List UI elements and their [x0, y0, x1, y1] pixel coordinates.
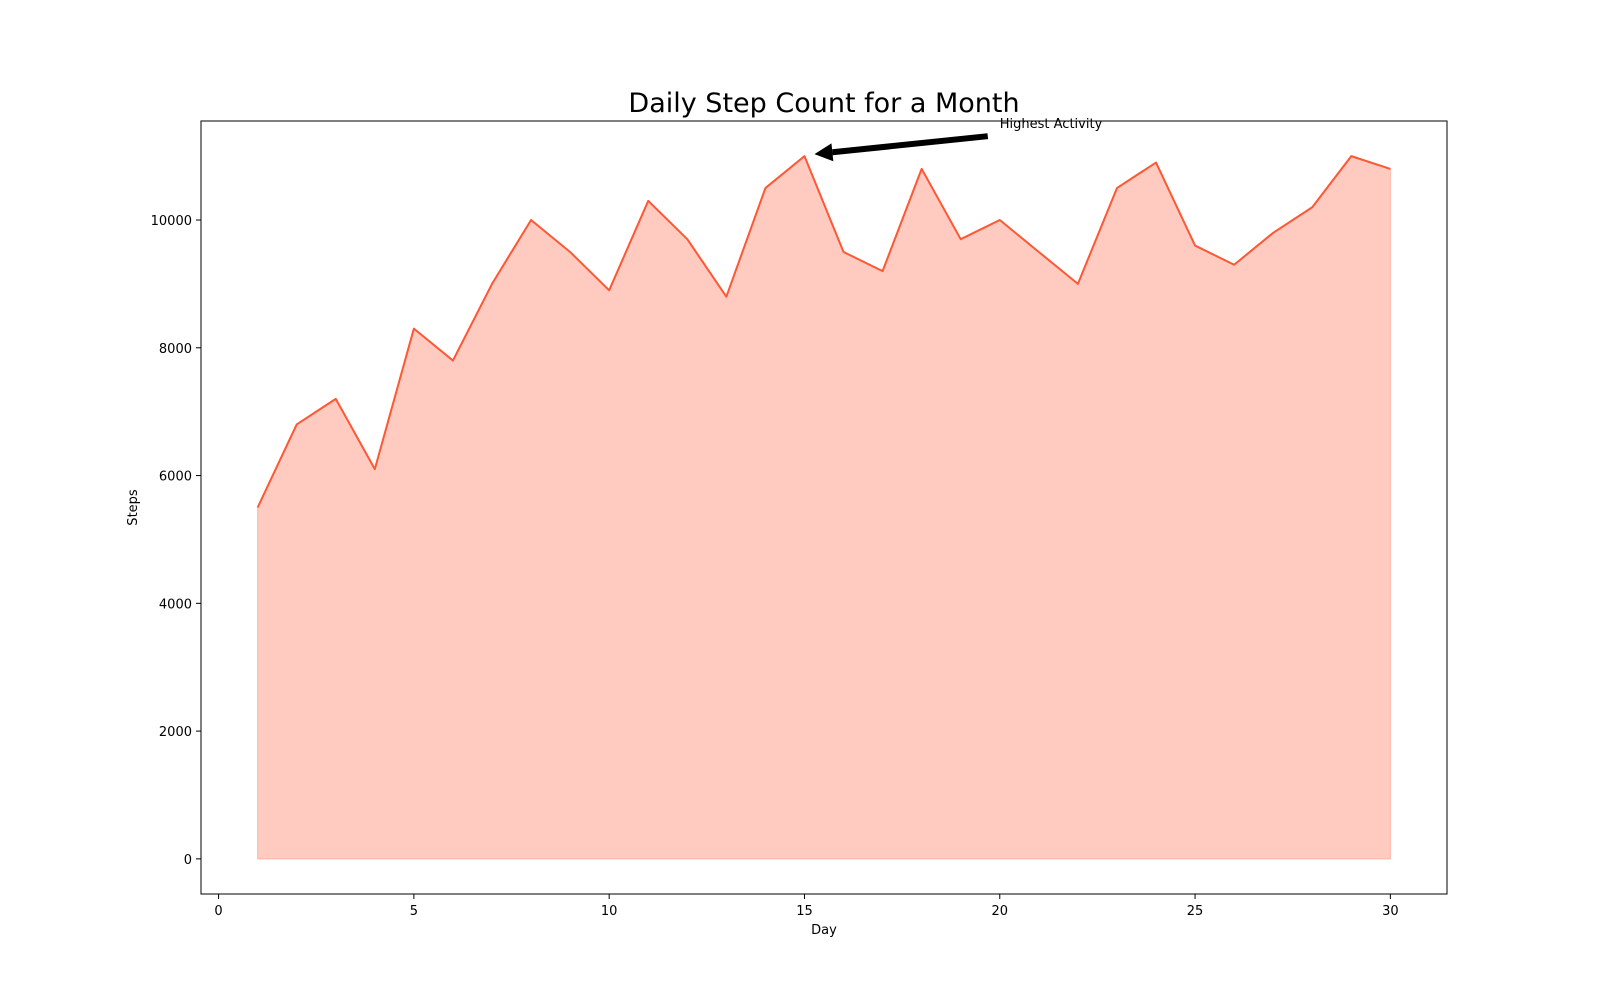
- data-point: [1350, 155, 1352, 157]
- data-point: [491, 283, 493, 285]
- data-point: [257, 507, 259, 509]
- x-tick-label: 5: [410, 904, 418, 919]
- data-point: [1311, 206, 1313, 208]
- y-tick-label: 4000: [159, 597, 192, 612]
- y-axis-ticks: 0 2000 4000 6000 8000 10000: [151, 214, 201, 868]
- data-point: [1155, 162, 1157, 164]
- plot-frame: [200, 120, 1448, 895]
- annotation-layer: Highest Activity: [814, 117, 1103, 162]
- annotation-arrow-shaft: [832, 133, 989, 156]
- data-point: [764, 187, 766, 189]
- data-point: [686, 238, 688, 240]
- annotation-arrow-head: [814, 143, 834, 162]
- data-point: [452, 360, 454, 362]
- data-point: [803, 155, 805, 157]
- y-tick-label: 8000: [159, 342, 192, 357]
- y-tick-label: 2000: [159, 725, 192, 740]
- data-point: [335, 398, 337, 400]
- x-axis-title: Day: [811, 923, 837, 938]
- data-point: [921, 168, 923, 170]
- y-axis-title: Steps: [126, 489, 141, 526]
- data-point: [1233, 264, 1235, 266]
- data-point: [725, 296, 727, 298]
- x-tick-label: 15: [796, 904, 813, 919]
- x-tick-label: 30: [1382, 904, 1399, 919]
- annotation-label: Highest Activity: [1000, 117, 1103, 132]
- data-point: [608, 289, 610, 291]
- x-tick-label: 10: [601, 904, 618, 919]
- data-point: [843, 251, 845, 253]
- data-point: [1116, 187, 1118, 189]
- data-point: [413, 328, 415, 330]
- data-point: [1389, 168, 1391, 170]
- chart-title: Daily Step Count for a Month: [628, 88, 1019, 119]
- x-axis-ticks: 0 5 10 15 20 25 30: [214, 894, 1399, 919]
- data-point: [296, 423, 298, 425]
- data-point: [1038, 251, 1040, 253]
- data-point: [530, 219, 532, 221]
- y-tick-label: 0: [184, 853, 192, 868]
- data-point: [374, 468, 376, 470]
- y-tick-label: 10000: [151, 214, 192, 229]
- x-tick-label: 0: [214, 904, 222, 919]
- data-point: [1077, 283, 1079, 285]
- plot-layer: [256, 155, 1391, 860]
- x-tick-label: 25: [1187, 904, 1204, 919]
- data-point: [647, 200, 649, 202]
- data-point: [1272, 232, 1274, 234]
- data-point: [882, 270, 884, 272]
- data-point: [960, 238, 962, 240]
- series-area-fill: [257, 155, 1391, 860]
- data-point: [1194, 245, 1196, 247]
- data-point: [569, 251, 571, 253]
- data-point: [999, 219, 1001, 221]
- series-line: [256, 155, 1391, 508]
- x-tick-label: 20: [991, 904, 1008, 919]
- y-tick-label: 6000: [159, 470, 192, 485]
